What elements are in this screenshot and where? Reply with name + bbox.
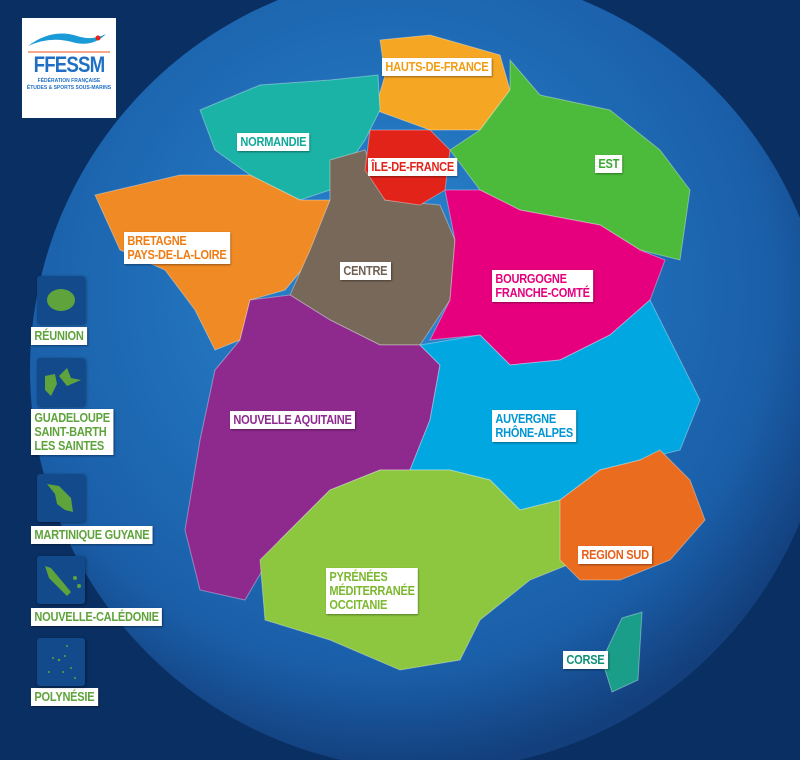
polynesie-tile[interactable] (37, 638, 85, 686)
label-bourgogne: BOURGOGNE FRANCHE-COMTÉ (492, 270, 594, 302)
label-nouvelle-caledonie: NOUVELLE-CALÉDONIE (31, 608, 163, 626)
reunion-island-icon (47, 289, 75, 311)
martinique-island-icon (47, 484, 73, 512)
guadeloupe-tile[interactable] (37, 358, 85, 406)
label-ile-de-france: ÎLE-DE-FRANCE (368, 158, 458, 176)
logo-name: FFESSM (33, 52, 106, 77)
label-centre: CENTRE (340, 262, 391, 280)
label-nouvelle-aquitaine: NOUVELLE AQUITAINE (230, 411, 356, 429)
label-reunion: RÉUNION (31, 327, 87, 345)
label-guadeloupe: GUADELOUPE SAINT-BARTH LES SAINTES (31, 409, 114, 455)
label-region-sud: REGION SUD (578, 546, 653, 564)
region-occitanie[interactable] (259, 469, 581, 671)
polynesie-islands-icon (48, 645, 76, 679)
label-auvergne: AUVERGNE RHÔNE-ALPES (492, 410, 577, 442)
reunion-tile[interactable] (37, 276, 85, 324)
wave-icon (28, 33, 110, 53)
label-bretagne: BRETAGNE PAYS-DE-LA-LOIRE (124, 232, 230, 264)
label-est: EST (595, 155, 623, 173)
logo-line1: FÉDÉRATION FRANÇAISE (37, 78, 101, 84)
nouvelle-caledonie-tile[interactable] (37, 556, 85, 604)
guadeloupe-island-icon (45, 368, 81, 396)
label-corse: CORSE (563, 651, 608, 669)
ffessm-logo: FFESSM FÉDÉRATION FRANÇAISE ÉTUDES & SPO… (22, 18, 116, 118)
nouvelle-caledonie-island-icon (45, 566, 81, 596)
martinique-tile[interactable] (37, 474, 85, 522)
label-normandie: NORMANDIE (237, 133, 310, 151)
logo-line2: ÉTUDES & SPORTS SOUS-MARINS (26, 85, 112, 91)
label-martinique: MARTINIQUE GUYANE (31, 526, 153, 544)
label-polynesie: POLYNÉSIE (31, 688, 98, 706)
label-hauts-de-france: HAUTS-DE-FRANCE (382, 58, 492, 76)
label-occitanie: PYRÉNÉES MÉDITERRANÉE OCCITANIE (326, 568, 419, 614)
